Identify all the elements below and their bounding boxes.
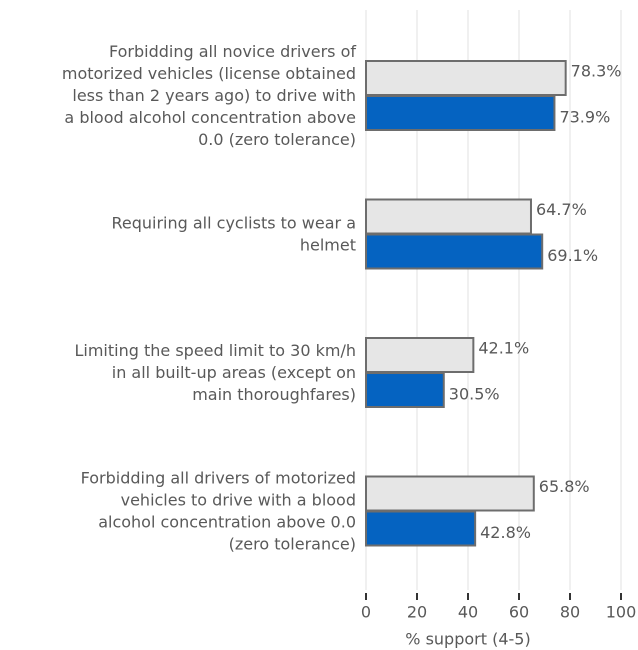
bar bbox=[365, 95, 556, 131]
category-label: Forbidding all drivers of motorized vehic… bbox=[81, 468, 356, 553]
bar bbox=[365, 198, 532, 235]
value-label: 65.8% bbox=[539, 477, 590, 496]
bar bbox=[365, 60, 567, 96]
value-label: 30.5% bbox=[449, 385, 500, 404]
x-tick-label: 80 bbox=[560, 603, 580, 622]
bar bbox=[365, 337, 475, 373]
x-tick-label: 20 bbox=[407, 603, 427, 622]
category-label: Limiting the speed limit to 30 km/h in al… bbox=[74, 341, 356, 404]
value-label: 64.7% bbox=[536, 200, 587, 219]
x-tick-label: 100 bbox=[606, 603, 637, 622]
value-label: 69.1% bbox=[547, 246, 598, 265]
value-label: 42.1% bbox=[478, 339, 529, 358]
category-label: Forbidding all novice drivers of motorize… bbox=[62, 42, 357, 149]
x-axis-label: % support (4-5) bbox=[405, 630, 530, 649]
value-label: 73.9% bbox=[559, 108, 610, 127]
value-label: 42.8% bbox=[480, 523, 531, 542]
bar bbox=[365, 233, 544, 270]
category-label: Requiring all cyclists to wear a helmet bbox=[111, 213, 356, 254]
value-label: 78.3% bbox=[571, 62, 622, 81]
x-tick-label: 60 bbox=[509, 603, 529, 622]
x-tick-label: 40 bbox=[458, 603, 478, 622]
x-tick-label: 0 bbox=[361, 603, 371, 622]
bar bbox=[365, 475, 535, 512]
bar bbox=[365, 372, 445, 408]
bar bbox=[365, 510, 477, 547]
